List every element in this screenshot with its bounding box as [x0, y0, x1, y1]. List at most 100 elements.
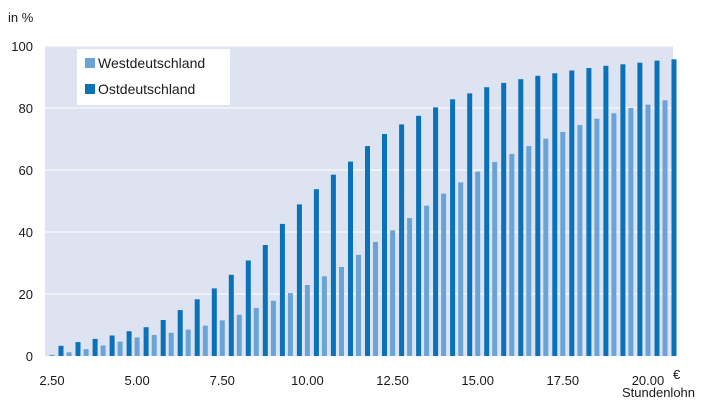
bar-westdeutschland	[49, 354, 55, 356]
y-tick-label: 80	[19, 101, 33, 116]
legend-item-west: Westdeutschland	[85, 55, 205, 71]
bars	[49, 59, 677, 357]
bar-westdeutschland	[100, 345, 106, 356]
bar-ostdeutschland	[109, 335, 115, 356]
bar-westdeutschland	[475, 171, 481, 356]
legend-label-east: Ostdeutschland	[98, 81, 196, 97]
bar-ostdeutschland	[211, 288, 217, 356]
bar-westdeutschland	[509, 153, 515, 356]
bar-westdeutschland	[151, 334, 157, 356]
bar-ostdeutschland	[501, 82, 507, 357]
bar-ostdeutschland	[654, 60, 660, 356]
bar-ostdeutschland	[177, 310, 183, 356]
bar-westdeutschland	[662, 100, 668, 357]
bar-ostdeutschland	[467, 93, 473, 357]
bar-ostdeutschland	[603, 65, 609, 357]
bar-westdeutschland	[458, 182, 464, 356]
bar-ostdeutschland	[433, 107, 439, 357]
bar-westdeutschland	[407, 218, 413, 356]
bar-westdeutschland	[390, 230, 396, 356]
bar-westdeutschland	[134, 337, 140, 356]
x-tick-label: 2.50	[39, 373, 64, 388]
x-axis-label: Stundenlohn	[622, 385, 696, 400]
x-tick-label: 5.00	[124, 373, 149, 388]
bar-ostdeutschland	[143, 327, 149, 356]
bar-ostdeutschland	[313, 189, 319, 356]
bar-westdeutschland	[441, 193, 447, 356]
bar-ostdeutschland	[365, 146, 370, 356]
bar-westdeutschland	[645, 104, 651, 356]
bar-westdeutschland	[83, 349, 89, 356]
bar-westdeutschland	[253, 307, 259, 356]
bar-ostdeutschland	[58, 345, 64, 356]
y-tick-labels: 0 20 40 60 80 100	[11, 39, 33, 364]
bar-ostdeutschland	[348, 161, 353, 356]
bar-ostdeutschland	[637, 62, 643, 356]
x-tick-label: 10.00	[291, 373, 324, 388]
x-tick-label: 20.00	[632, 373, 665, 388]
legend: Westdeutschland Ostdeutschland	[77, 49, 230, 105]
bar-ostdeutschland	[296, 204, 302, 356]
y-tick-label: 100	[11, 39, 33, 54]
bar-ostdeutschland	[160, 320, 166, 356]
bar-westdeutschland	[185, 329, 191, 356]
legend-swatch-east	[85, 84, 95, 94]
bar-westdeutschland	[168, 332, 174, 357]
y-tick-label: 0	[26, 349, 33, 364]
bar-ostdeutschland	[245, 260, 251, 356]
bar-ostdeutschland	[126, 331, 132, 356]
legend-item-east: Ostdeutschland	[85, 81, 195, 97]
y-tick-label: 60	[19, 163, 33, 178]
bar-westdeutschland	[339, 267, 344, 356]
bar-westdeutschland	[526, 146, 532, 356]
bar-westdeutschland	[202, 325, 208, 356]
bar-westdeutschland	[424, 205, 430, 356]
bar-westdeutschland	[66, 352, 72, 356]
x-tick-label: 15.00	[461, 373, 494, 388]
bar-ostdeutschland	[382, 134, 387, 356]
bar-westdeutschland	[236, 314, 242, 356]
bar-ostdeutschland	[450, 99, 456, 357]
legend-label-west: Westdeutschland	[98, 55, 206, 71]
bar-westdeutschland	[219, 320, 225, 356]
x-tick-label: 12.50	[376, 373, 409, 388]
bar-ostdeutschland	[194, 299, 200, 356]
bar-ostdeutschland	[586, 68, 592, 356]
bar-ostdeutschland	[518, 79, 524, 356]
bar-westdeutschland	[373, 241, 378, 356]
x-axis-unit: €	[673, 367, 681, 382]
x-tick-label: 7.50	[210, 373, 235, 388]
bar-westdeutschland	[543, 138, 549, 356]
bar-ostdeutschland	[671, 59, 677, 357]
bar-westdeutschland	[270, 300, 276, 356]
bar-westdeutschland	[628, 108, 634, 356]
bar-ostdeutschland	[330, 174, 336, 356]
bar-ostdeutschland	[75, 342, 81, 356]
y-tick-label: 20	[19, 287, 33, 302]
bar-ostdeutschland	[620, 64, 626, 357]
x-tick-labels: 2.50 5.00 7.50 10.00 12.50 15.00 17.50 20.00	[39, 373, 664, 388]
bar-westdeutschland	[321, 276, 327, 356]
bar-ostdeutschland	[569, 70, 575, 356]
bar-westdeutschland	[492, 161, 498, 356]
bar-westdeutschland	[594, 118, 600, 356]
bar-westdeutschland	[287, 293, 293, 356]
bar-ostdeutschland	[228, 274, 234, 356]
legend-swatch-west	[85, 58, 95, 68]
bar-ostdeutschland	[535, 75, 541, 357]
bar-ostdeutschland	[262, 245, 268, 356]
bar-westdeutschland	[611, 113, 617, 356]
bar-ostdeutschland	[279, 223, 285, 356]
gridlines	[45, 45, 673, 295]
bar-westdeutschland	[304, 285, 310, 356]
bar-ostdeutschland	[92, 338, 98, 356]
y-axis-label: in %	[8, 10, 34, 25]
bar-westdeutschland	[356, 254, 361, 356]
y-tick-label: 40	[19, 225, 33, 240]
bar-ostdeutschland	[416, 115, 422, 357]
bar-ostdeutschland	[484, 87, 490, 356]
x-tick-label: 17.50	[547, 373, 580, 388]
bar-westdeutschland	[577, 125, 583, 356]
bar-westdeutschland	[560, 131, 566, 356]
